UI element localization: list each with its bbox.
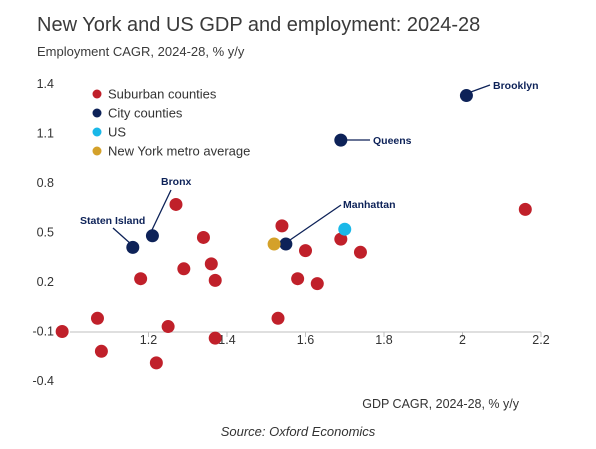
annotation-leader-line [289,204,342,241]
x-tick-label: 1.6 [297,333,314,347]
x-tick-label: 1.2 [140,333,157,347]
data-point [196,230,210,244]
annotation-label: Bronx [161,176,191,188]
legend-marker [92,146,102,156]
data-point [177,262,191,276]
data-point [145,229,159,243]
data-point [161,320,175,334]
source-note: Source: Oxford Economics [220,424,376,439]
x-tick-label: 2.2 [532,333,549,347]
data-point [353,245,367,259]
legend-marker [92,89,102,99]
y-tick-label: -0.1 [32,325,54,339]
data-point [126,240,140,254]
data-point [169,197,183,211]
legend-label: Suburban counties [108,87,217,102]
y-tick-label: 0.2 [37,275,54,289]
y-tick-label: 0.8 [37,176,54,190]
data-point [208,331,222,345]
annotation-leader-line [467,84,491,94]
x-tick-label: 2 [459,333,466,347]
legend-label: New York metro average [108,144,250,159]
data-point [90,311,104,325]
data-point [208,273,222,287]
x-tick-label: 1.8 [375,333,392,347]
annotation-label: Manhattan [343,199,396,211]
y-tick-label: 1.4 [37,77,54,91]
annotations: Staten Island Bronx Manhattan Queens Brookly… [80,80,539,245]
data-point [275,219,289,233]
annotation-leader-line [150,189,172,233]
data-point [271,311,285,325]
data-point [334,232,348,246]
data-point [459,89,473,103]
y-tick-label: -0.4 [32,374,54,388]
legend-label: City counties [108,106,183,121]
data-point [204,257,218,271]
data-point [338,222,352,236]
annotation-label: Staten Island [80,215,145,227]
x-axis-label: GDP CAGR, 2024-28, % y/y [362,397,520,411]
data-point [149,356,163,370]
annotation-label: Brooklyn [493,80,539,92]
data-point [291,272,305,286]
legend-label: US [108,125,126,140]
data-point [279,237,293,251]
data-point [299,244,312,258]
y-tick-label: 1.1 [37,127,54,141]
chart-title: New York and US GDP and employment: 2024… [37,14,481,36]
y-tick-label: 0.5 [37,226,54,240]
x-tick-label: 1.4 [218,333,235,347]
data-point [55,325,69,338]
data-point [518,202,532,216]
legend-marker [92,108,102,118]
data-point [310,277,324,291]
data-point [134,272,148,286]
axes: 1.4 1.1 0.8 0.5 0.2 -0.1 -0.4 1.2 1.4 1.6 1.8 2 2.2 [32,77,549,388]
annotation-leader-line [112,227,132,245]
annotation-label: Queens [373,135,412,147]
chart-subtitle: Employment CAGR, 2024-28, % y/y [37,44,245,59]
data-point [334,133,348,147]
legend-marker [92,127,102,137]
legend: Suburban counties City counties US New York… [92,87,250,159]
data-point [267,237,281,251]
data-points [55,89,532,370]
data-point [94,344,108,358]
